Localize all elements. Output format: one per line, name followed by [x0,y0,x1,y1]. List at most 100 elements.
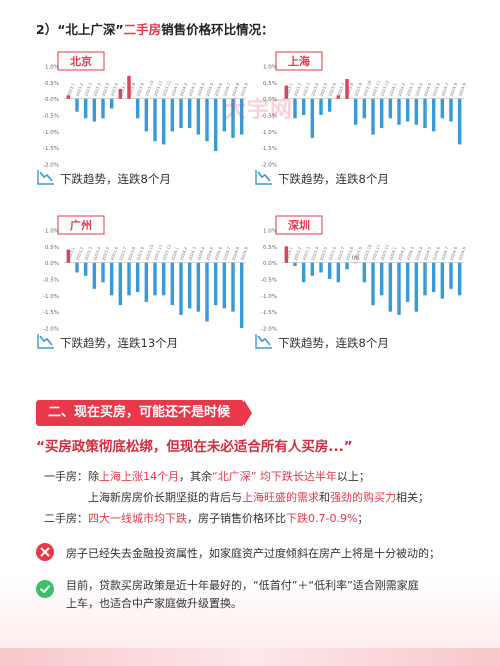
x-tick-label: 2024.7 [440,82,450,97]
bar [362,262,367,283]
bar [109,98,114,109]
bottom-decoration [0,648,500,666]
x-tick-label: 2024.8 [231,82,241,97]
second-home-label: 二手房： [44,512,88,525]
new-home-line2-highlight: 上海旺盛的需求 [242,491,319,504]
new-home-highlight: 上海上涨14个月 [99,470,179,483]
new-home-line-1: 一手房：除上海上涨14个月，其余“北广深” 均下跌长达半年以上； [44,468,370,484]
bar [336,262,341,283]
y-tick-label: -2.0% [261,327,277,333]
chart-title-box [57,51,105,71]
x-tick-label: 2023.4 [92,82,102,97]
bar [353,262,358,264]
bar [449,262,453,289]
bar [231,262,235,312]
x-tick-label: 2023.10 [144,243,155,261]
x-tick-label: 2024.6 [213,82,223,97]
bar [379,262,384,296]
quote-text: “买房政策彻底松绑，但现在未必适合所有人买房...” [36,439,353,455]
bar [75,98,79,112]
bar [423,262,427,296]
x-tick-label: 2023.2 [293,246,303,261]
y-tick-label: 1.0% [45,229,59,235]
x-tick-label: 2023.11 [153,243,164,261]
y-tick-label: 0.5% [45,81,59,87]
x-tick-label: 2023.11 [153,79,164,97]
chart-title: 深圳 [288,218,310,232]
x-tick-label: 2024.6 [431,82,441,97]
y-tick-label: -2.0% [43,327,59,333]
bar [75,262,79,273]
x-tick-label: 2023.11 [371,79,382,97]
x-tick-label: 2023.10 [362,79,373,97]
bar [310,262,315,276]
x-tick-label: 2024.3 [187,82,197,97]
bar [405,262,410,302]
bar [371,262,375,306]
y-tick-label: 0.0% [263,97,277,103]
bar [144,98,149,132]
bar [388,262,393,312]
bar [362,98,367,119]
y-tick-label: 0.0% [45,261,59,267]
new-home-line-2: 上海新房房价长期坚挺的背后与上海旺盛的需求和强劲的购买力相关； [88,489,429,505]
trend-icon-axis [255,334,272,349]
x-tick-label: 2023.1 [66,246,76,261]
bar [144,262,149,302]
trend-icon [39,335,53,346]
bar [310,98,315,138]
bar [187,98,192,129]
new-home-line2-text: 上海新房房价长期坚挺的背后与 [88,491,242,504]
bar [293,262,297,266]
bar [440,98,445,119]
y-tick-label: 0.0% [263,261,277,267]
x-tick-label: 2023.7 [336,82,346,97]
chart-title: 北京 [70,54,92,68]
trend-text: 下跌趋势，连跌8个月 [278,336,389,350]
bar [301,98,306,115]
zero-data-label: 0% [352,256,360,262]
y-tick-label: -1.0% [43,294,59,300]
bar [83,262,88,276]
bar [222,98,227,132]
bar [457,262,462,296]
new-home-text-2: ，其余 [179,470,212,483]
x-tick-label: 2023.5 [319,246,329,261]
x-tick-label: 2023.3 [83,82,93,97]
x-tick-label: 2023.8 [127,246,137,261]
x-tick-label: 2023.5 [101,246,111,261]
x-tick-label: 2024.3 [187,246,197,261]
y-tick-label: -2.0% [43,163,59,169]
x-tick-label: 2024.7 [222,82,232,97]
x-tick-label: 2023.8 [345,82,355,97]
x-tick-label: 2024.1 [170,82,180,97]
chart-title: 上海 [288,54,310,68]
y-tick-label: -1.5% [261,310,277,316]
chart-title: 广州 [70,218,92,232]
trend-icon [257,171,271,182]
bar [293,98,297,119]
y-tick-label: 1.0% [263,229,277,235]
x-tick-label: 2024.8 [231,246,241,261]
bar [92,262,97,289]
cross-icon [36,543,54,561]
y-tick-label: -1.0% [261,294,277,300]
y-tick-label: 0.0% [45,97,59,103]
x-tick-label: 2023.12 [161,243,172,261]
chart-shenzhen-svg: 深圳 1.0% 0.5% 0.0% -0.5% -1.0% -1.5% -2.0% 2023.1… [255,215,467,350]
chart-guangzhou-svg: 广州 1.0% 0.5% 0.0% -0.5% -1.0% -1.5% -2.0% 2023.1… [37,215,249,350]
bar [135,98,140,119]
x-tick-label: 2024.4 [414,246,424,261]
x-tick-label: 2024.5 [205,82,215,97]
bar [231,98,235,138]
x-tick-label: 2023.7 [118,246,128,261]
x-tick-label: 2024.5 [205,246,215,261]
x-tick-label: 2024.8 [449,246,459,261]
bar [205,262,209,322]
bar [170,262,175,306]
x-tick-label: 2024.9 [457,246,467,261]
trend-icon [257,335,271,346]
x-tick-label: 2024.4 [414,82,424,97]
chart-guangzhou: 广州 1.0% 0.5% 0.0% -0.5% -1.0% -1.5% -2.0% 2023.1… [36,210,251,358]
